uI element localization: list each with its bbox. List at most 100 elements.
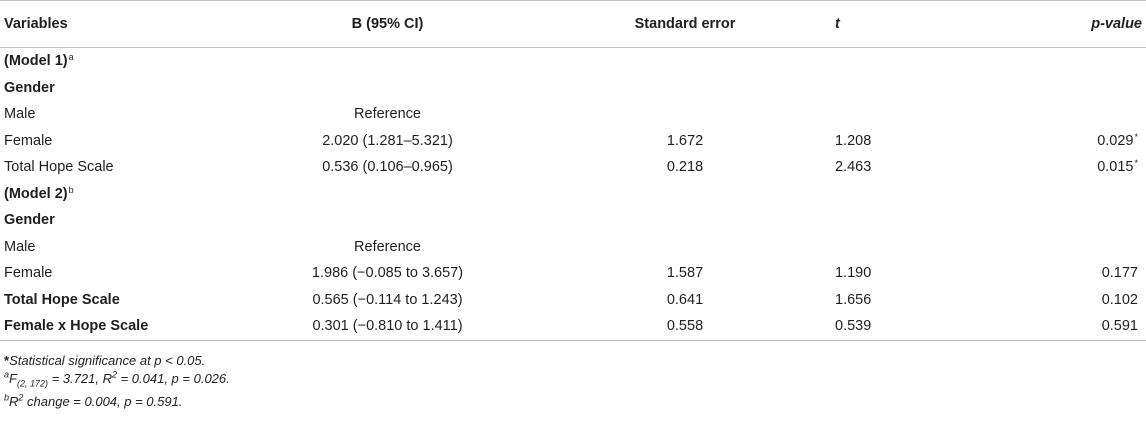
table-row: Female 1.986 (−0.085 to 3.657) 1.587 1.190 0… — [0, 260, 1146, 287]
cell-p-value: 0.591 — [995, 313, 1146, 341]
cell-t: 1.656 — [835, 287, 995, 314]
cell-standard-error-value: 1.672 — [666, 132, 704, 149]
cell-t — [835, 48, 995, 75]
variable-label: Female x Hope Scale — [4, 318, 149, 335]
cell-b-ci-value: Reference — [354, 106, 421, 123]
cell-b-ci: 0.301 (−0.810 to 1.411) — [240, 313, 535, 341]
cell-standard-error — [535, 48, 835, 75]
variable-label: (Model 2) — [4, 185, 68, 202]
cell-p-value: 0.015* — [995, 154, 1146, 181]
cell-t-value: 0.539 — [835, 318, 872, 335]
footnote-marker: b — [68, 184, 74, 195]
cell-b-ci-value: 2.020 (1.281–5.321) — [322, 132, 453, 149]
cell-t: 1.190 — [835, 260, 995, 287]
cell-p-value-value: 0.591 — [1101, 318, 1138, 335]
cell-t-value: 1.208 — [835, 132, 872, 149]
footnote-model-2: bR2 change = 0.004, p = 0.591. — [4, 393, 230, 411]
table-footnotes: *Statistical significance at p < 0.05. a… — [4, 352, 230, 411]
cell-p-value — [995, 48, 1146, 75]
cell-p-value: 0.029* — [995, 128, 1146, 155]
footnote-a-text-1: = 3.721, R — [48, 371, 112, 386]
cell-p-value — [995, 207, 1146, 234]
cell-variable: Female — [0, 128, 240, 155]
variable-label: Total Hope Scale — [4, 159, 114, 176]
cell-variable: (Model 2)b — [0, 181, 240, 208]
cell-b-ci — [240, 207, 535, 234]
table-row: Male Reference — [0, 234, 1146, 261]
cell-standard-error-value: 0.641 — [666, 291, 704, 308]
cell-variable: Total Hope Scale — [0, 154, 240, 181]
variable-label: Female — [4, 265, 53, 282]
footnote-b-text: change = 0.004, p = 0.591. — [23, 393, 183, 409]
cell-b-ci: 1.986 (−0.085 to 3.657) — [240, 260, 535, 287]
variable-label: Gender — [4, 79, 55, 96]
cell-b-ci-value: 0.536 (0.106–0.965) — [322, 159, 453, 176]
footnote-a-text-2: = 0.041, p = 0.026. — [116, 371, 230, 386]
header-b-ci: B (95% CI) — [240, 0, 535, 48]
cell-standard-error: 0.558 — [535, 313, 835, 341]
table-row: Gender — [0, 207, 1146, 234]
cell-p-value-value: 0.015 — [1097, 159, 1134, 176]
cell-b-ci — [240, 75, 535, 102]
table-row: (Model 2)b — [0, 181, 1146, 208]
cell-b-ci-value: 0.565 (−0.114 to 1.243) — [312, 291, 463, 308]
cell-t: 0.539 — [835, 313, 995, 341]
header-t: t — [835, 0, 995, 48]
table-row: Gender — [0, 75, 1146, 102]
significance-symbol: * — [4, 353, 10, 368]
cell-b-ci: Reference — [240, 101, 535, 128]
variable-label: (Model 1) — [4, 53, 68, 70]
cell-p-value: 0.102 — [995, 287, 1146, 314]
table-body: (Model 1)a Gender Male Reference Female 2.020… — [0, 48, 1146, 341]
cell-p-value — [995, 234, 1146, 261]
footnote-b-r2-exp: 2 — [18, 392, 24, 403]
cell-standard-error-value: 1.587 — [666, 265, 704, 282]
header-standard-error: Standard error — [535, 0, 835, 48]
cell-standard-error-value: 0.218 — [666, 159, 704, 176]
cell-t — [835, 207, 995, 234]
cell-p-value: 0.177 — [995, 260, 1146, 287]
cell-b-ci-value: Reference — [354, 238, 421, 255]
table-row: Female 2.020 (1.281–5.321) 1.672 1.208 0.029… — [0, 128, 1146, 155]
cell-t — [835, 181, 995, 208]
cell-variable: Female x Hope Scale — [0, 313, 240, 341]
footnote-significance: *Statistical significance at p < 0.05. — [4, 352, 230, 370]
cell-standard-error: 1.587 — [535, 260, 835, 287]
cell-variable: Female — [0, 260, 240, 287]
cell-standard-error-value: 0.558 — [666, 318, 704, 335]
table-row: Male Reference — [0, 101, 1146, 128]
significance-text: Statistical significance at p < 0.05. — [9, 353, 206, 368]
header-variables: Variables — [0, 0, 240, 48]
cell-b-ci-value: 1.986 (−0.085 to 3.657) — [311, 265, 464, 282]
cell-variable: Male — [0, 101, 240, 128]
cell-t-value: 1.656 — [835, 291, 872, 308]
variable-label: Male — [4, 106, 36, 123]
table-header: Variables B (95% CI) Standard error t p-… — [0, 0, 1146, 48]
cell-variable: Male — [0, 234, 240, 261]
regression-table: Variables B (95% CI) Standard error t p-… — [0, 0, 1146, 341]
table-row: Female x Hope Scale 0.301 (−0.810 to 1.41… — [0, 313, 1146, 341]
cell-t — [835, 101, 995, 128]
table-row: Total Hope Scale 0.536 (0.106–0.965) 0.218… — [0, 154, 1146, 181]
cell-standard-error — [535, 234, 835, 261]
cell-standard-error: 0.218 — [535, 154, 835, 181]
cell-b-ci: 2.020 (1.281–5.321) — [240, 128, 535, 155]
cell-b-ci: Reference — [240, 234, 535, 261]
cell-t-value: 2.463 — [835, 159, 872, 176]
footnote-b-r: R — [9, 393, 19, 409]
footnote-a-r2-exp: 2 — [111, 369, 117, 380]
footnote-model-1: aF(2, 172) = 3.721, R2 = 0.041, p = 0.02… — [4, 370, 230, 393]
variable-label: Gender — [4, 212, 55, 229]
cell-p-value — [995, 101, 1146, 128]
significance-marker: * — [1134, 158, 1138, 169]
cell-t-value: 1.190 — [835, 265, 872, 282]
cell-standard-error — [535, 207, 835, 234]
cell-variable: Total Hope Scale — [0, 287, 240, 314]
variable-label: Male — [4, 238, 36, 255]
cell-standard-error: 1.672 — [535, 128, 835, 155]
cell-p-value-value: 0.102 — [1101, 291, 1138, 308]
header-p-value: p-value — [995, 0, 1146, 48]
cell-variable: Gender — [0, 207, 240, 234]
cell-p-value-value: 0.177 — [1101, 265, 1138, 282]
